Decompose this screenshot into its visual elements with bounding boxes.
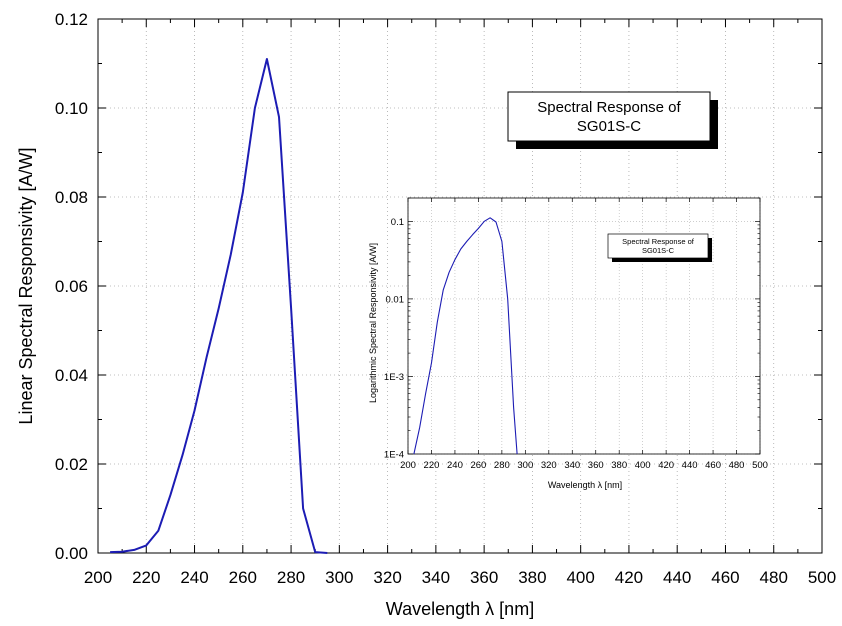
main-x-tick-label: 460	[711, 568, 739, 587]
main-title-line-1: Spectral Response of	[537, 99, 681, 116]
main-x-tick-label: 400	[566, 568, 594, 587]
main-y-tick-label: 0.06	[55, 277, 88, 296]
inset-y-tick-labels: 0.1 0.01 1E-3 1E-4	[384, 217, 404, 461]
inset-x-tick-label: 440	[682, 460, 698, 471]
main-x-tick-label: 500	[808, 568, 836, 587]
main-y-tick-label: 0.02	[55, 455, 88, 474]
inset-y-tick-label: 0.1	[391, 217, 404, 228]
main-title-box-frame	[507, 91, 711, 142]
main-title-line-2: SG01S-C	[577, 118, 641, 135]
inset-x-tick-label: 300	[517, 460, 533, 471]
inset-title-box: Spectral Response of SG01S-C	[607, 233, 712, 262]
inset-x-tick-label: 200	[400, 460, 416, 471]
main-y-tick-label: 0.00	[55, 544, 88, 563]
inset-x-tick-label: 380	[611, 460, 627, 471]
main-x-tick-label: 360	[470, 568, 498, 587]
inset-x-tick-label: 220	[424, 460, 440, 471]
inset-x-tick-label: 480	[729, 460, 745, 471]
main-x-axis-title: Wavelength λ [nm]	[386, 599, 534, 619]
inset-x-tick-label: 280	[494, 460, 510, 471]
inset-x-tick-label: 420	[658, 460, 674, 471]
inset-x-tick-label: 320	[541, 460, 557, 471]
main-series	[110, 58, 328, 554]
main-x-tick-label: 340	[422, 568, 450, 587]
inset-x-axis-title: Wavelength λ [nm]	[548, 480, 622, 490]
main-x-tick-label: 420	[615, 568, 643, 587]
main-x-tick-label: 380	[518, 568, 546, 587]
main-title-box: Spectral Response of SG01S-C	[507, 91, 718, 149]
main-y-tick-labels: 0.00 0.02 0.04 0.06 0.08 0.10 0.12	[55, 10, 88, 563]
inset-y-tick-label: 0.01	[386, 294, 405, 305]
inset-x-tick-label: 240	[447, 460, 463, 471]
main-x-tick-labels: 200 220 240 260 280 300 320 340 360 380 400 420 440 4…	[84, 568, 836, 587]
inset-title-line-1: Spectral Response of	[622, 237, 695, 246]
inset-x-tick-label: 360	[588, 460, 604, 471]
inset-title-box-frame	[607, 233, 709, 259]
inset-x-tick-label: 340	[564, 460, 580, 471]
main-y-tick-label: 0.10	[55, 99, 88, 118]
main-y-tick-label: 0.08	[55, 188, 88, 207]
main-y-axis-title: Linear Spectral Responsivity [A/W]	[16, 147, 36, 424]
main-y-tick-label: 0.12	[55, 10, 88, 29]
main-x-tick-label: 220	[132, 568, 160, 587]
main-y-tick-label: 0.04	[55, 366, 88, 385]
inset-x-tick-label: 260	[470, 460, 486, 471]
main-x-tick-label: 320	[373, 568, 401, 587]
inset-title-line-2: SG01S-C	[642, 246, 675, 255]
inset-series	[413, 217, 518, 455]
inset-y-axis-title: Logarithmic Spectral Responsivity [A/W]	[368, 243, 378, 403]
inset-ticks	[407, 197, 761, 455]
main-plot-frame	[97, 18, 823, 554]
inset-chart: 200 220 240 260 280 300 320 340 360 380 400 420 440 4…	[368, 197, 768, 490]
main-x-tick-label: 260	[229, 568, 257, 587]
inset-y-tick-label: 1E-4	[384, 450, 404, 461]
main-x-tick-label: 440	[663, 568, 691, 587]
inset-plot-frame	[407, 197, 761, 455]
main-x-tick-label: 200	[84, 568, 112, 587]
inset-x-tick-labels: 200 220 240 260 280 300 320 340 360 380 400 420 440 4…	[400, 460, 768, 471]
main-x-tick-label: 300	[325, 568, 353, 587]
main-x-tick-label: 240	[180, 568, 208, 587]
inset-y-tick-label: 1E-3	[384, 372, 404, 383]
inset-x-tick-label: 400	[635, 460, 651, 471]
main-x-tick-label: 280	[277, 568, 305, 587]
main-x-tick-label: 480	[760, 568, 788, 587]
inset-x-tick-label: 460	[705, 460, 721, 471]
main-series-line	[110, 58, 328, 554]
inset-series-line	[413, 217, 518, 455]
inset-x-tick-label: 500	[752, 460, 768, 471]
